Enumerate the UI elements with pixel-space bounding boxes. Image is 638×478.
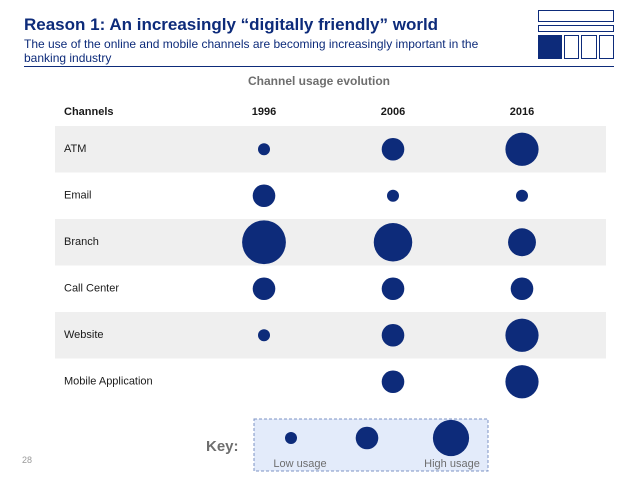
channel-label: Email: [64, 190, 92, 202]
usage-circle: [387, 190, 399, 202]
page-number: 28: [22, 455, 32, 465]
usage-circle: [258, 329, 270, 341]
usage-circle: [505, 365, 538, 398]
usage-circle: [382, 324, 405, 347]
key-circle: [285, 432, 297, 444]
channel-label: Website: [64, 329, 104, 341]
column-header-2006: 2006: [381, 106, 405, 118]
usage-circle: [505, 319, 538, 352]
channel-label: Mobile Application: [64, 376, 153, 388]
usage-circle: [516, 190, 528, 202]
key-label: Key:: [206, 438, 239, 455]
usage-circle: [508, 228, 536, 256]
usage-circle: [258, 143, 270, 155]
usage-circle: [374, 223, 413, 262]
usage-circle: [382, 370, 405, 393]
key-circle: [433, 420, 469, 456]
usage-circle: [511, 277, 534, 300]
key-low-label: Low usage: [273, 458, 326, 470]
column-header-1996: 1996: [252, 106, 276, 118]
key-circle: [356, 427, 379, 450]
channel-label: Branch: [64, 236, 99, 248]
column-header-2016: 2016: [510, 106, 534, 118]
channel-label: Call Center: [64, 283, 119, 295]
usage-circle: [382, 138, 405, 161]
header-channels-label: Channels: [64, 106, 114, 118]
usage-circle: [253, 277, 276, 300]
key-high-label: High usage: [424, 458, 480, 470]
usage-circle: [382, 277, 405, 300]
usage-circle: [242, 220, 286, 264]
channel-label: ATM: [64, 143, 86, 155]
usage-circle: [253, 184, 276, 207]
usage-circle: [505, 133, 538, 166]
